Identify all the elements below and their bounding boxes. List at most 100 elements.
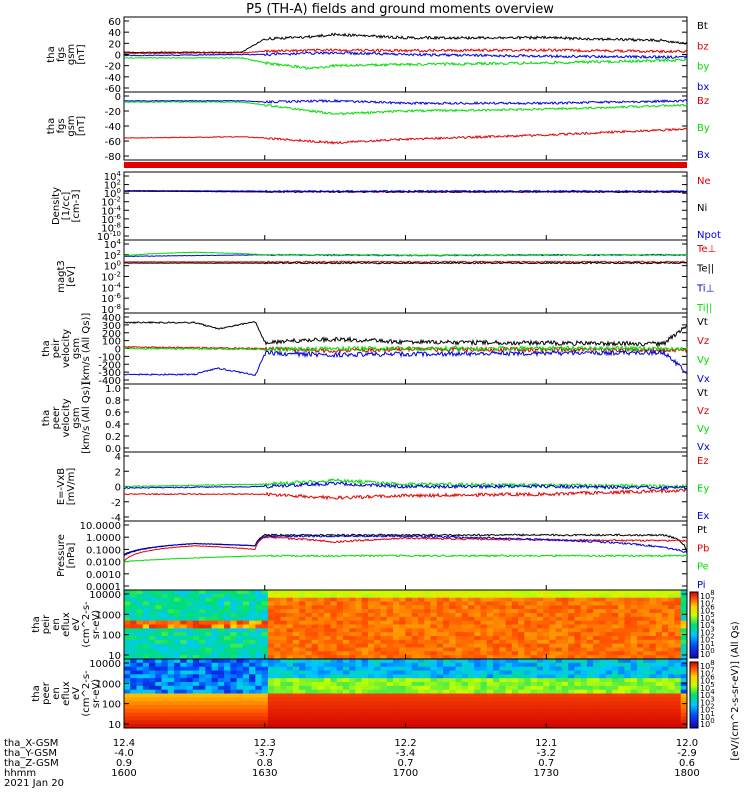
spectrogram-cell [480, 651, 488, 656]
spectrogram-cell [618, 613, 625, 618]
spectrogram-cell [505, 647, 513, 652]
spectrogram-cell [436, 674, 444, 679]
spectrogram-cell [668, 720, 675, 725]
spectrogram-cell [555, 636, 563, 641]
spectrogram-cell [161, 651, 169, 656]
spectrogram-cell [224, 590, 231, 595]
spectrogram-cell [424, 678, 431, 683]
spectrogram-cell [474, 655, 481, 660]
spectrogram-cell [317, 685, 325, 691]
spectrogram-cell [217, 609, 225, 614]
spectrogram-cell [418, 647, 425, 652]
spectrogram-cell [624, 590, 632, 595]
spectrogram-cell [611, 620, 619, 625]
spectrogram-cell [249, 674, 256, 679]
spectrogram-cell [511, 593, 519, 599]
spectrogram-cell [174, 678, 181, 683]
spectrogram-cell [324, 624, 331, 629]
spectrogram-cell [236, 701, 244, 706]
spectrogram-cell [330, 682, 338, 687]
spectrogram-cell [474, 693, 481, 698]
spectrogram-cell [311, 651, 319, 656]
spectrogram-cell [424, 720, 431, 725]
spectrogram-cell [130, 693, 137, 698]
spectrogram-cell [155, 666, 162, 671]
spectrogram-cell [636, 666, 644, 671]
spectrogram-cell [605, 666, 613, 671]
spectrogram-cell [136, 605, 144, 610]
spectrogram-cell [493, 705, 500, 710]
spectrogram-cell [224, 624, 231, 629]
spectrogram-cell [480, 624, 488, 629]
spectrogram-cell [561, 708, 569, 714]
spectrogram-cell [605, 674, 613, 679]
spectrogram-cell [161, 632, 169, 637]
spectrogram-cell [292, 659, 300, 664]
spectrogram-cell [411, 689, 419, 694]
spectrogram-cell [342, 620, 350, 625]
spectrogram-cell [411, 597, 419, 602]
spectrogram-cell [324, 620, 331, 625]
spectrogram-cell [242, 632, 250, 637]
spectrogram-cell [586, 609, 594, 614]
spectrogram-cell [205, 685, 212, 691]
spectrogram-cell [149, 601, 156, 606]
spectrogram-cell [211, 601, 219, 606]
spectrogram-cell [568, 720, 575, 725]
spectrogram-cell [236, 716, 244, 721]
spectrogram-cell [493, 636, 500, 641]
spectrogram-cell [311, 682, 319, 687]
spectrogram-cell [136, 609, 144, 614]
spectrogram-cell [605, 620, 613, 625]
spectrogram-cell [599, 651, 607, 656]
spectrogram-cell [361, 693, 369, 698]
spectrogram-cell [543, 697, 550, 702]
spectrogram-cell [136, 705, 144, 710]
spectrogram-cell [586, 697, 594, 702]
spectrogram-cell [380, 678, 388, 683]
spectrogram-cell [574, 655, 582, 660]
spectrogram-cell [242, 655, 250, 660]
spectrogram-cell [224, 605, 231, 610]
spectrogram-cell [524, 643, 532, 648]
spectrogram-cell [574, 670, 582, 675]
spectrogram-cell [574, 643, 582, 648]
spectrogram-cell [405, 662, 413, 668]
spectrogram-cell [436, 643, 444, 648]
spectrogram-cell [211, 705, 219, 710]
spectrogram-cell [424, 670, 431, 675]
spectrogram-cell [342, 632, 350, 637]
spectrogram-cell [561, 666, 569, 671]
spectrogram-cell [549, 712, 557, 717]
spectrogram-cell [161, 724, 169, 729]
spectrogram-cell [661, 639, 669, 645]
spectrogram-cell [192, 662, 200, 668]
spectrogram-cell [593, 593, 600, 599]
spectrogram-cell [155, 609, 162, 614]
spectrogram-cell [186, 609, 194, 614]
spectrogram-cell [536, 697, 544, 702]
series-line-By [124, 101, 688, 116]
spectrogram-cell [486, 601, 494, 606]
spectrogram-cell [618, 701, 625, 706]
spectrogram-cell [443, 609, 450, 614]
spectrogram-cell [217, 693, 225, 698]
spectrogram-cell [349, 670, 356, 675]
spectrogram-cell [149, 705, 156, 710]
spectrogram-cell [274, 724, 281, 729]
spectrogram-cell [130, 674, 137, 679]
spectrogram-cell [661, 708, 669, 714]
spectrogram-cell [161, 593, 169, 599]
spectrogram-cell [167, 678, 175, 683]
spectrogram-cell [311, 632, 319, 637]
spectrogram-cell [399, 620, 406, 625]
spectrogram-cell [236, 616, 244, 622]
spectrogram-cell [680, 601, 688, 606]
spectrogram-cell [292, 624, 300, 629]
spectrogram-cell [274, 670, 281, 675]
spectrogram-cell [136, 670, 144, 675]
spectrogram-cell [292, 636, 300, 641]
spectrogram-cell [543, 682, 550, 687]
spectrogram-cell [155, 659, 162, 664]
spectrogram-cell [392, 593, 400, 599]
